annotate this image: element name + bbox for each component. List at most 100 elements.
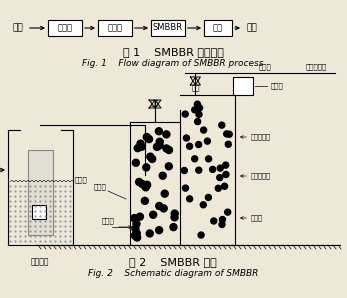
Circle shape [182, 111, 188, 117]
Circle shape [204, 138, 210, 144]
Circle shape [143, 134, 150, 141]
Circle shape [163, 145, 170, 152]
Text: 滽水: 滽水 [213, 24, 223, 32]
Circle shape [217, 175, 223, 181]
Circle shape [200, 202, 206, 208]
Circle shape [184, 135, 189, 141]
Text: Fig. 2    Schematic diagram of SMBBR: Fig. 2 Schematic diagram of SMBBR [88, 269, 258, 279]
Bar [204, 20, 232, 36]
Circle shape [217, 165, 223, 171]
Bar [48, 20, 82, 36]
Text: 进水: 进水 [12, 24, 23, 32]
Circle shape [150, 211, 156, 218]
Circle shape [211, 218, 217, 224]
Circle shape [147, 153, 154, 160]
Circle shape [143, 182, 150, 189]
Text: 空气管: 空气管 [259, 63, 271, 70]
Text: 提升泵: 提升泵 [108, 24, 122, 32]
Circle shape [160, 205, 167, 212]
Circle shape [171, 210, 178, 217]
Circle shape [201, 127, 206, 133]
Circle shape [131, 215, 138, 222]
Text: 高位排水阀: 高位排水阀 [251, 134, 271, 140]
Circle shape [215, 185, 221, 191]
Text: 排泥阀: 排泥阀 [251, 215, 263, 221]
Circle shape [196, 167, 202, 173]
Circle shape [198, 232, 204, 238]
Bar [151, 20, 185, 36]
Circle shape [133, 159, 139, 166]
Circle shape [187, 143, 193, 149]
Circle shape [181, 167, 187, 173]
Circle shape [225, 141, 231, 147]
Circle shape [194, 101, 200, 107]
Text: 溢流槽: 溢流槽 [271, 83, 284, 89]
Circle shape [171, 214, 178, 221]
Circle shape [149, 156, 156, 162]
Circle shape [183, 185, 188, 191]
Circle shape [224, 131, 230, 137]
Text: 阀门: 阀门 [191, 84, 200, 91]
Text: 污水泵: 污水泵 [75, 177, 88, 183]
Circle shape [226, 131, 232, 137]
Text: 曝气管: 曝气管 [102, 218, 115, 224]
Circle shape [166, 147, 172, 153]
Text: 图 1    SMBBR 工艺流程: 图 1 SMBBR 工艺流程 [122, 47, 223, 57]
Circle shape [219, 122, 225, 128]
Text: 粗格栅: 粗格栅 [58, 24, 73, 32]
Bar [233, 77, 253, 95]
Circle shape [222, 183, 228, 189]
Text: 阀门: 阀门 [151, 100, 159, 106]
Text: 图 2    SMBBR 简图: 图 2 SMBBR 简图 [129, 257, 217, 267]
Text: Fig. 1    Flow diagram of SMBBR process: Fig. 1 Flow diagram of SMBBR process [82, 60, 264, 69]
Circle shape [143, 164, 150, 171]
Circle shape [196, 142, 202, 148]
Circle shape [223, 162, 229, 168]
Circle shape [165, 163, 172, 170]
Circle shape [139, 181, 146, 188]
Circle shape [134, 234, 141, 241]
Circle shape [142, 184, 149, 191]
Circle shape [196, 105, 203, 111]
Bar [32, 205, 46, 219]
Circle shape [163, 131, 170, 138]
Circle shape [210, 166, 215, 172]
Text: 出水: 出水 [247, 24, 257, 32]
Circle shape [132, 225, 139, 232]
Circle shape [146, 230, 153, 237]
Bar [28, 150, 53, 235]
Circle shape [205, 194, 211, 201]
Circle shape [133, 221, 140, 227]
Text: 进水管: 进水管 [94, 184, 107, 190]
Circle shape [141, 197, 149, 204]
Circle shape [195, 119, 201, 125]
Circle shape [156, 203, 163, 209]
Circle shape [136, 179, 143, 185]
Circle shape [134, 145, 141, 152]
Circle shape [155, 227, 163, 234]
Text: 自旋风机房: 自旋风机房 [305, 63, 327, 70]
Circle shape [192, 107, 198, 113]
Circle shape [155, 128, 162, 135]
Circle shape [187, 196, 193, 202]
Circle shape [153, 143, 160, 150]
Circle shape [219, 221, 225, 227]
Circle shape [170, 224, 177, 231]
Bar [98, 20, 132, 36]
Circle shape [137, 140, 144, 147]
Text: 中位排水阀: 中位排水阀 [251, 173, 271, 179]
Text: 污水泵房: 污水泵房 [31, 257, 49, 266]
Circle shape [159, 172, 166, 179]
Circle shape [156, 138, 163, 145]
Circle shape [225, 209, 231, 215]
Circle shape [136, 213, 143, 220]
Circle shape [196, 111, 202, 117]
Circle shape [132, 232, 138, 239]
Circle shape [161, 190, 168, 197]
Circle shape [133, 230, 140, 237]
Circle shape [205, 156, 212, 162]
Circle shape [219, 217, 226, 223]
Text: SMBBR: SMBBR [153, 24, 183, 32]
Circle shape [145, 136, 153, 143]
Circle shape [192, 156, 198, 162]
